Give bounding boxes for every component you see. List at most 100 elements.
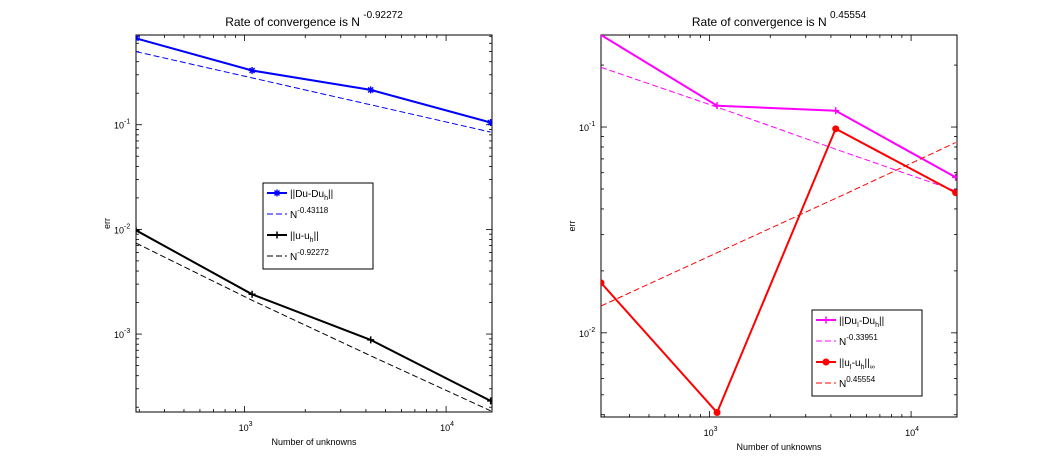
- legend-label-text: ||Du-Du: [290, 189, 324, 200]
- data-point: [487, 119, 492, 127]
- data-point: [832, 107, 840, 115]
- legend-label-subscript: I: [857, 322, 859, 329]
- legend-label-subscript: h: [875, 322, 879, 329]
- legend-label-text: ||u: [839, 358, 850, 369]
- x-axis-label: Number of unknowns: [271, 437, 357, 447]
- legend-label-text: ||: [865, 358, 870, 369]
- data-point: [273, 231, 281, 239]
- series-line: [136, 242, 491, 412]
- legend-label-text: ||: [328, 189, 333, 200]
- series-line: [601, 66, 956, 192]
- series-3: [136, 242, 491, 412]
- data-point: [822, 358, 830, 366]
- legend-label-text: -u: [852, 358, 861, 369]
- legend-label-subscript: I: [850, 364, 852, 371]
- x-tick-label-exponent: 3: [249, 421, 253, 428]
- chart-title-exponent: -0.92272: [363, 10, 403, 21]
- data-point: [367, 336, 375, 344]
- legend-label-subscript: h: [310, 237, 314, 244]
- data-point: [248, 66, 256, 74]
- legend-label-text: N: [290, 252, 297, 263]
- x-tick-label-base: 10: [239, 423, 249, 433]
- series-line: [601, 142, 956, 307]
- legend-label: ||DuI-Duh||: [839, 316, 884, 329]
- legend-box: [811, 309, 923, 397]
- legend-label-text: N: [290, 210, 297, 221]
- series-0: [136, 35, 492, 127]
- data-point: [952, 173, 957, 181]
- data-point: [713, 102, 721, 110]
- y-tick-label: 10-2: [114, 223, 130, 235]
- legend-label: ||u-uh||: [290, 231, 319, 244]
- y-tick-label: 10-2: [579, 327, 595, 339]
- data-point: [713, 409, 721, 417]
- data-point: [952, 189, 957, 197]
- legend: ||DuI-Duh||N-0.33951||uI-uh||∞N0.45554: [811, 309, 923, 397]
- legend-label: N0.45554: [839, 375, 876, 390]
- y-axis-label: err: [102, 218, 112, 229]
- y-tick-label: 10-3: [114, 328, 130, 340]
- chart-title-text: Rate of convergence is N: [692, 15, 830, 29]
- y-tick-label-base: 10: [114, 330, 124, 340]
- legend-label-superscript: 0.45554: [846, 375, 875, 384]
- x-tick-label-exponent: 4: [915, 426, 919, 433]
- y-tick-label-exponent: -2: [124, 223, 130, 230]
- legend-label: N-0.33951: [839, 333, 878, 348]
- series-0: [601, 35, 957, 181]
- x-tick-label-base: 10: [905, 428, 915, 438]
- legend: ||Du-Duh||N-0.43118||u-uh||N-0.92272: [262, 182, 374, 270]
- y-tick-label-base: 10: [579, 123, 589, 133]
- chart-title-exponent: 0.45554: [830, 10, 867, 21]
- legend-box: [262, 182, 374, 270]
- x-tick-label: 103: [704, 426, 718, 438]
- series-line: [601, 127, 957, 415]
- data-point: [273, 189, 281, 197]
- y-tick-label: 10-1: [114, 119, 130, 131]
- y-tick-label-base: 10: [579, 329, 589, 339]
- data-point: [822, 316, 830, 324]
- data-point: [248, 290, 256, 298]
- data-point: [136, 35, 140, 42]
- x-tick-label-base: 10: [704, 428, 714, 438]
- data-point: [367, 86, 375, 94]
- chart-title-text: Rate of convergence is N: [225, 15, 363, 29]
- legend-label-text: ||u-u: [290, 231, 310, 242]
- legend-label-text: ||: [314, 231, 319, 242]
- legend-label-superscript: -0.43118: [297, 206, 329, 215]
- y-tick-label-base: 10: [114, 121, 124, 131]
- data-point: [601, 279, 605, 287]
- legend-label: N-0.92272: [290, 248, 329, 263]
- y-tick-label-base: 10: [114, 225, 124, 235]
- legend-label-superscript: -0.33951: [846, 333, 878, 342]
- series-2: [601, 125, 957, 417]
- legend-label-subscript: h: [324, 195, 328, 202]
- series-line: [136, 51, 491, 133]
- y-axis-label: err: [567, 220, 577, 231]
- legend-label-text: N: [839, 337, 846, 348]
- y-tick-label-exponent: -1: [124, 119, 130, 126]
- series-1: [601, 66, 956, 192]
- x-tick-label: 104: [440, 421, 454, 433]
- x-tick-label: 104: [905, 426, 919, 438]
- x-tick-label-exponent: 4: [450, 421, 454, 428]
- legend-label-text: -Du: [859, 316, 875, 327]
- legend-label-text: ||: [879, 316, 884, 327]
- series-3: [601, 142, 956, 307]
- y-tick-label: 10-1: [579, 121, 595, 133]
- legend-label-subscript: h: [861, 364, 865, 371]
- y-tick-label-exponent: -1: [589, 121, 595, 128]
- series-line: [136, 229, 492, 402]
- data-point: [832, 125, 840, 133]
- legend-label-text: ||Du: [839, 316, 857, 327]
- series-1: [136, 51, 491, 133]
- legend-label-superscript: -0.92272: [297, 248, 329, 257]
- chart-title: Rate of convergence is N 0.45554: [692, 10, 867, 29]
- data-point: [487, 397, 492, 405]
- chart-title: Rate of convergence is N -0.92272: [225, 10, 403, 29]
- x-tick-label-exponent: 3: [714, 426, 718, 433]
- data-point: [136, 226, 140, 234]
- series-line: [136, 37, 491, 124]
